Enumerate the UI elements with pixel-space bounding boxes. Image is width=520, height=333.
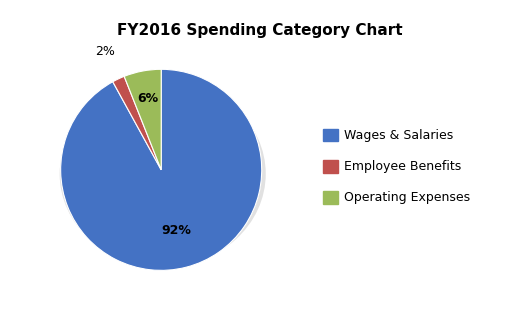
Wedge shape bbox=[124, 69, 161, 170]
Text: 6%: 6% bbox=[137, 92, 158, 105]
Wedge shape bbox=[113, 76, 161, 170]
Text: FY2016 Spending Category Chart: FY2016 Spending Category Chart bbox=[117, 23, 403, 38]
Wedge shape bbox=[61, 69, 262, 270]
Ellipse shape bbox=[60, 81, 266, 267]
Text: 2%: 2% bbox=[96, 45, 115, 58]
Text: 92%: 92% bbox=[162, 224, 192, 237]
Legend: Wages & Salaries, Employee Benefits, Operating Expenses: Wages & Salaries, Employee Benefits, Ope… bbox=[318, 124, 476, 209]
